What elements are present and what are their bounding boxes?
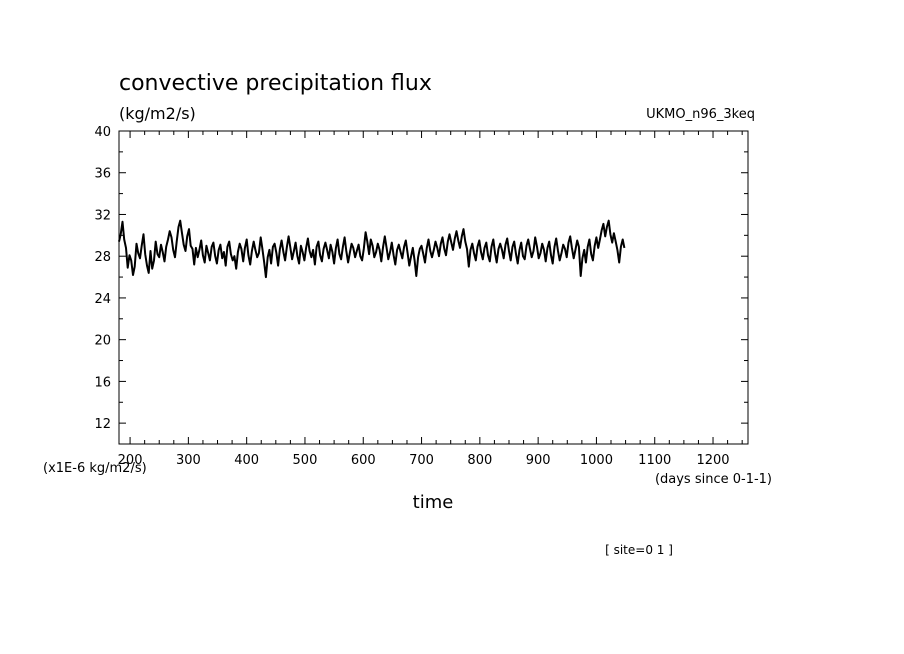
x-tick-label: 900: [526, 453, 551, 468]
x-tick-label: 400: [234, 453, 259, 468]
x-tick-label: 700: [409, 453, 434, 468]
x-tick-label: 800: [467, 453, 492, 468]
y-tick-label: 12: [94, 417, 111, 432]
x-tick-label: 600: [351, 453, 376, 468]
x-tick-label: 300: [176, 453, 201, 468]
x-tick-label: 200: [118, 453, 143, 468]
y-tick-label: 40: [94, 125, 111, 140]
y-tick-label: 36: [94, 167, 111, 182]
chart-title: convective precipitation flux: [119, 71, 432, 96]
y-tick-label: 24: [94, 292, 111, 307]
x-tick-label: 500: [293, 453, 318, 468]
chart-units: (kg/m2/s): [119, 104, 196, 123]
y-tick-label: 16: [94, 375, 111, 390]
y-tick-label: 28: [94, 250, 111, 265]
x-unit-note: (days since 0-1-1): [655, 472, 772, 487]
y-axis-tick-labels: 12 16 20 24 28 32 36 40: [94, 125, 111, 432]
x-axis-tick-labels: 200 300 400 500 600 700 800 900 1000 1100 1200: [118, 453, 730, 468]
x-tick-label: 1100: [638, 453, 671, 468]
x-axis-label: time: [413, 492, 454, 513]
model-label: UKMO_n96_3keq: [646, 107, 755, 122]
y-scale-note: (x1E-6 kg/m2/s): [43, 461, 147, 476]
series-line: [118, 219, 626, 279]
site-note: [ site=0 1 ]: [605, 543, 673, 557]
plot-frame: [118, 130, 749, 445]
x-tick-label: 1000: [580, 453, 613, 468]
y-axis-ticks: [119, 130, 748, 445]
y-tick-label: 20: [94, 334, 111, 349]
x-axis-ticks: [129, 131, 743, 444]
x-tick-label: 1200: [696, 453, 729, 468]
y-tick-label: 32: [94, 208, 111, 223]
